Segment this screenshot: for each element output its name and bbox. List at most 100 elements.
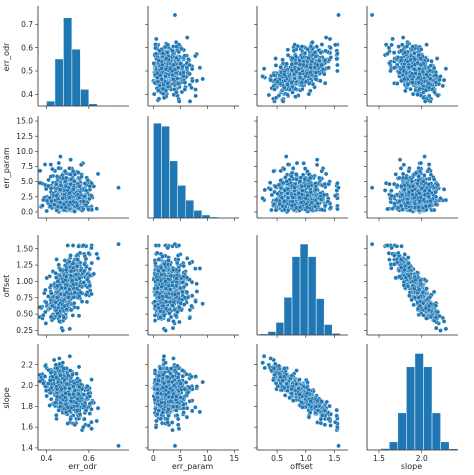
point-err_param-err_odr-201 [68,157,73,162]
point-err_odr-err_param-572 [165,42,170,48]
point-err_param-err_odr-395 [95,171,101,177]
y-tick-label: 5.0 [21,177,33,186]
point-err_odr-err_param-552 [184,65,190,70]
point-err_param-slope-600 [369,185,375,190]
y-tick-label: 0.0 [21,208,33,217]
point-err_odr-err_param-582 [165,80,171,86]
point-err_odr-offset-592 [281,85,287,91]
point-offset-err_param-584 [161,312,167,318]
point-err_param-err_odr-501 [85,177,91,183]
point-err_param-err_odr-556 [46,183,51,189]
point-offset-err_odr-595 [68,273,74,279]
point-err_odr-err_param-174 [182,87,188,92]
point-err_param-offset-392 [335,180,340,186]
hist-bar-err_param-0 [153,122,162,219]
point-err_odr-offset-563 [303,79,309,85]
point-offset-err_param-578 [170,283,175,288]
point-err_odr-err_param-575 [178,61,183,67]
point-err_odr-err_param-597 [156,58,162,63]
point-offset-err_param-256 [194,281,199,287]
y-tick-label: 0.7 [21,20,33,29]
point-err_param-offset-538 [321,192,327,198]
point-err_param-slope-588 [410,183,416,189]
point-err_odr-slope-395 [400,35,406,40]
point-err_odr-err_param-488 [157,83,163,88]
point-err_odr-offset-598 [271,72,277,78]
point-offset-err_param-588 [174,283,179,289]
point-err_param-offset-293 [298,175,304,180]
y-tick-label: 1.00 [16,277,33,286]
point-err_param-slope-538 [399,192,405,198]
point-offset-err_param-534 [180,289,185,295]
point-offset-err_odr-570 [68,253,73,258]
point-err_odr-slope-441 [387,60,392,66]
point-err_odr-offset-580 [319,62,325,68]
point-err_odr-offset-584 [273,95,279,101]
point-err_odr-slope-570 [391,65,397,71]
point-err_param-offset-596 [307,175,313,181]
hist-bar-err_param-4 [185,199,195,219]
point-err_param-slope-298 [427,176,432,182]
point-offset-err_param-592 [189,303,194,309]
point-offset-err_param-465 [193,299,198,304]
point-err_param-slope-589 [417,198,423,204]
point-err_param-offset-553 [302,176,308,182]
point-offset-err_odr-395 [95,256,101,261]
point-err_odr-offset-600 [336,12,341,18]
point-err_param-slope-566 [427,203,433,208]
point-err_odr-offset-577 [281,72,287,77]
point-err_param-offset-585 [280,203,285,209]
point-err_odr-err_param-483 [172,86,177,92]
point-err_odr-err_param-283 [186,57,191,62]
point-err_odr-err_param-395 [184,35,190,40]
point-err_param-err_odr-599 [67,190,72,196]
point-err_param-slope-378 [403,175,409,181]
point-err_odr-offset-244 [328,45,333,51]
point-err_param-err_odr-560 [83,202,89,208]
hist-bar-err_odr-3 [63,17,73,107]
point-err_param-err_odr-598 [61,201,67,207]
point-err_odr-offset-388 [318,78,323,84]
point-err_odr-slope-573 [428,63,434,68]
point-err_param-slope-395 [400,171,406,177]
point-err_param-err_odr-505 [67,166,72,171]
point-err_odr-err_param-588 [174,44,179,49]
point-err_odr-slope-430 [395,81,400,86]
point-offset-err_odr-537 [74,263,80,269]
point-err_param-offset-571 [309,200,315,206]
point-offset-err_param-589 [160,303,166,309]
hist-bar-offset-7 [315,298,325,336]
point-err_odr-err_param-581 [159,66,164,71]
point-err_param-offset-567 [294,205,299,211]
point-err_param-slope-458 [390,206,395,211]
point-err_param-offset-527 [276,182,282,188]
point-offset-err_param-57 [170,325,176,331]
point-offset-err_odr-563 [55,279,61,284]
point-offset-err_param-334 [194,289,200,294]
point-offset-err_param-462 [171,319,176,324]
point-offset-err_param-580 [187,260,193,266]
point-offset-err_odr-479 [79,299,85,304]
point-err_odr-err_param-600 [172,12,178,18]
point-err_odr-offset-207 [335,68,340,74]
point-offset-err_param-597 [156,257,162,262]
point-err_param-slope-592 [426,166,432,172]
point-offset-err_param-115 [189,293,195,299]
point-err_odr-offset-586 [289,80,294,85]
point-err_odr-slope-594 [416,75,422,80]
point-offset-err_odr-587 [60,328,66,333]
point-err_odr-err_param-591 [163,66,169,72]
point-offset-err_param-378 [181,263,186,269]
point-err_param-slope-564 [409,179,415,184]
point-err_odr-offset-512 [318,50,324,55]
point-err_param-slope-571 [405,200,411,206]
point-err_odr-err_param-476 [187,71,192,77]
point-offset-err_odr-555 [77,275,82,281]
point-offset-err_param-591 [163,286,169,291]
point-err_param-slope-594 [416,204,422,210]
point-offset-err_odr-571 [73,272,79,277]
point-offset-err_odr-556 [46,294,51,299]
point-offset-err_param-460 [152,318,158,323]
point-offset-err_param-404 [193,266,198,271]
